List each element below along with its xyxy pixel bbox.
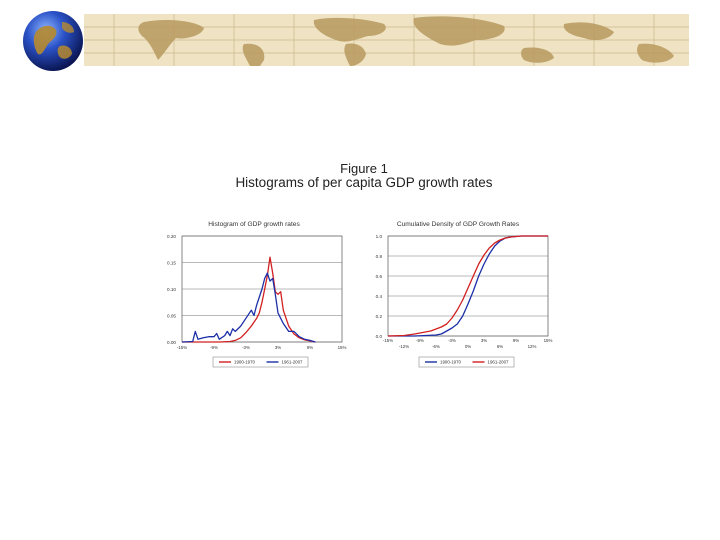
- legend-label: 1961-2007: [488, 360, 510, 365]
- y-tick-label: 0.15: [167, 261, 176, 266]
- y-tick-label: 0.6: [376, 274, 383, 279]
- x-tick-label-top: -15%: [383, 338, 393, 343]
- globe-icon: [22, 10, 84, 72]
- x-tick-label-bottom: 12%: [528, 344, 537, 349]
- figure-title: Histograms of per capita GDP growth rate…: [235, 175, 493, 190]
- x-tick-label-bottom: 6%: [497, 344, 503, 349]
- figure-label: Figure 1: [340, 161, 388, 176]
- series-line-1900-1970: [182, 256, 316, 343]
- x-tick-label-top: -3%: [448, 338, 456, 343]
- x-tick-label-bottom: -6%: [432, 344, 440, 349]
- x-tick-label: -3%: [242, 345, 250, 350]
- legend-label: 1900-1970: [234, 360, 256, 365]
- y-tick-label: 0.05: [167, 314, 176, 319]
- plot-frame: [387, 235, 549, 337]
- series-line-1961-2007: [181, 272, 316, 343]
- series-line-1961-2007: [387, 235, 548, 337]
- x-tick-label: 9%: [307, 345, 313, 350]
- x-tick-label-top: 3%: [481, 338, 487, 343]
- legend-box: [418, 356, 515, 368]
- x-tick-label-top: 15%: [544, 338, 553, 343]
- world-map-banner: [84, 14, 689, 66]
- x-tick-label: -9%: [210, 345, 218, 350]
- x-tick-label: 3%: [275, 345, 281, 350]
- x-tick-label: 15%: [338, 345, 347, 350]
- cumulative-density-chart: Cumulative Density of GDP Growth Rates 1.…: [376, 221, 553, 368]
- y-tick-label: 0.8: [376, 254, 383, 259]
- x-tick-label-bottom: 0%: [465, 344, 471, 349]
- x-tick-label-bottom: -12%: [399, 344, 409, 349]
- y-tick-label: 0.2: [376, 314, 383, 319]
- y-tick-label: 0.4: [376, 294, 383, 299]
- legend-box: [212, 356, 309, 368]
- x-tick-label-top: 9%: [513, 338, 519, 343]
- chart-title: Histogram of GDP growth rates: [208, 221, 300, 228]
- y-tick-label: 0.10: [167, 287, 176, 292]
- y-tick-label: 0.0: [376, 334, 383, 339]
- figure-title-block: Figure 1 Histograms of per capita GDP gr…: [150, 162, 578, 190]
- chart-title: Cumulative Density of GDP Growth Rates: [397, 221, 520, 228]
- y-tick-label: 0.00: [167, 340, 176, 345]
- world-map-graphic: [84, 14, 689, 66]
- y-tick-label: 1.0: [376, 234, 383, 239]
- legend-label: 1961-2007: [282, 360, 304, 365]
- histogram-chart: Histogram of GDP growth rates 0.20 0.15 0.1…: [167, 221, 347, 368]
- x-tick-label-top: -9%: [416, 338, 424, 343]
- y-tick-label: 0.20: [167, 234, 176, 239]
- x-tick-label: -15%: [177, 345, 187, 350]
- legend-label: 1900-1970: [440, 360, 462, 365]
